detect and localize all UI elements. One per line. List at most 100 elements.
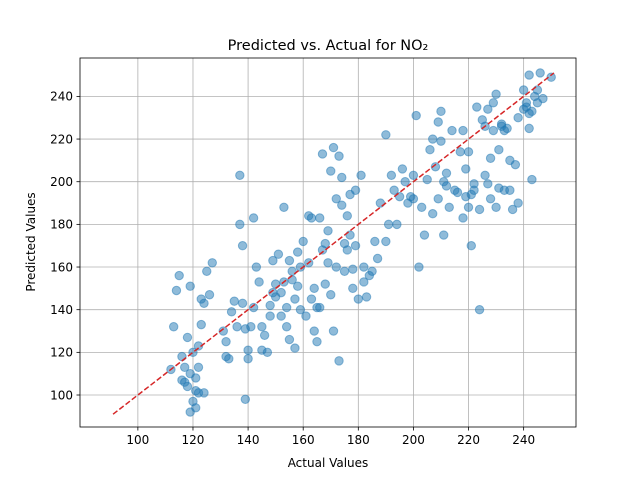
- data-point: [361, 292, 372, 302]
- data-point: [292, 281, 303, 291]
- x-tick-label: 200: [402, 433, 425, 447]
- data-point: [317, 149, 328, 159]
- data-point: [235, 219, 245, 230]
- data-point: [276, 287, 286, 298]
- data-point: [193, 341, 204, 351]
- data-point: [367, 266, 377, 276]
- data-point: [372, 253, 383, 264]
- data-point: [359, 277, 369, 287]
- x-tick-label: 220: [457, 433, 480, 447]
- data-point: [265, 311, 275, 321]
- data-point: [331, 262, 341, 272]
- data-point: [262, 347, 273, 358]
- data-point: [240, 394, 251, 404]
- data-point: [191, 403, 201, 413]
- data-point: [422, 174, 432, 185]
- data-point: [483, 179, 493, 189]
- x-axis: 100 120 140 160 180 200 220 240: [126, 427, 535, 447]
- data-point: [251, 262, 262, 272]
- chart-title: Predicted vs. Actual for NO₂: [228, 38, 429, 54]
- data-point: [323, 226, 333, 236]
- data-point: [463, 147, 474, 157]
- data-point: [524, 70, 534, 80]
- data-point: [248, 213, 259, 223]
- data-point: [199, 298, 209, 308]
- data-point: [353, 294, 364, 304]
- data-point: [538, 93, 548, 104]
- data-point: [425, 145, 435, 155]
- data-point: [381, 236, 391, 247]
- data-point: [414, 262, 424, 272]
- data-point: [290, 343, 300, 353]
- data-point: [301, 311, 311, 321]
- data-point: [439, 230, 449, 240]
- data-point: [171, 285, 182, 296]
- plot-frame: [79, 57, 577, 428]
- data-point: [491, 202, 501, 213]
- data-point: [485, 194, 496, 204]
- data-point: [298, 236, 308, 247]
- data-point: [356, 170, 366, 181]
- data-point: [444, 202, 454, 213]
- data-point: [229, 296, 240, 306]
- data-point: [339, 266, 350, 276]
- x-tick-label: 240: [512, 433, 535, 447]
- data-point: [270, 279, 281, 289]
- data-point: [284, 255, 295, 266]
- reference-line: [112, 72, 555, 415]
- x-tick-label: 120: [182, 433, 205, 447]
- data-point: [524, 123, 534, 134]
- data-point: [276, 311, 286, 321]
- data-point: [527, 106, 537, 117]
- data-point: [428, 209, 438, 219]
- data-point: [441, 168, 452, 178]
- data-point: [315, 213, 325, 223]
- data-point: [218, 326, 228, 336]
- data-point: [207, 258, 217, 268]
- data-point: [337, 200, 347, 210]
- data-point: [334, 151, 344, 161]
- data-point: [350, 185, 361, 195]
- data-point: [196, 319, 206, 330]
- data-point: [226, 307, 237, 317]
- data-point: [389, 185, 399, 195]
- y-tick-label: 100: [50, 388, 73, 402]
- data-point: [350, 240, 361, 251]
- data-point: [309, 283, 319, 294]
- data-point: [472, 102, 482, 112]
- data-point: [204, 290, 215, 300]
- data-point: [452, 187, 463, 198]
- data-point: [436, 136, 446, 146]
- data-point: [488, 98, 499, 108]
- data-point: [177, 351, 187, 362]
- y-tick-label: 180: [50, 218, 73, 232]
- data-point: [518, 85, 529, 95]
- data-point: [400, 177, 410, 187]
- y-tick-label: 240: [50, 90, 73, 104]
- y-tick-label: 220: [50, 132, 73, 146]
- data-points: [166, 68, 556, 417]
- data-point: [408, 194, 419, 204]
- data-point: [370, 236, 380, 247]
- data-point: [292, 247, 303, 257]
- y-axis-label: Predicted Values: [24, 192, 38, 291]
- data-point: [331, 194, 341, 204]
- data-point: [326, 290, 336, 300]
- data-point: [394, 191, 405, 202]
- data-point: [265, 300, 275, 311]
- data-point: [185, 281, 195, 291]
- data-point: [290, 294, 300, 304]
- data-point: [342, 211, 352, 221]
- data-point: [461, 164, 471, 174]
- data-point: [430, 162, 441, 172]
- data-point: [281, 302, 292, 313]
- data-point: [447, 125, 457, 136]
- data-point: [474, 304, 485, 315]
- data-point: [455, 147, 465, 157]
- data-point: [458, 213, 468, 223]
- data-point: [224, 354, 234, 364]
- data-point: [466, 240, 476, 251]
- data-point: [295, 262, 306, 272]
- data-point: [532, 85, 543, 95]
- data-point: [397, 164, 408, 174]
